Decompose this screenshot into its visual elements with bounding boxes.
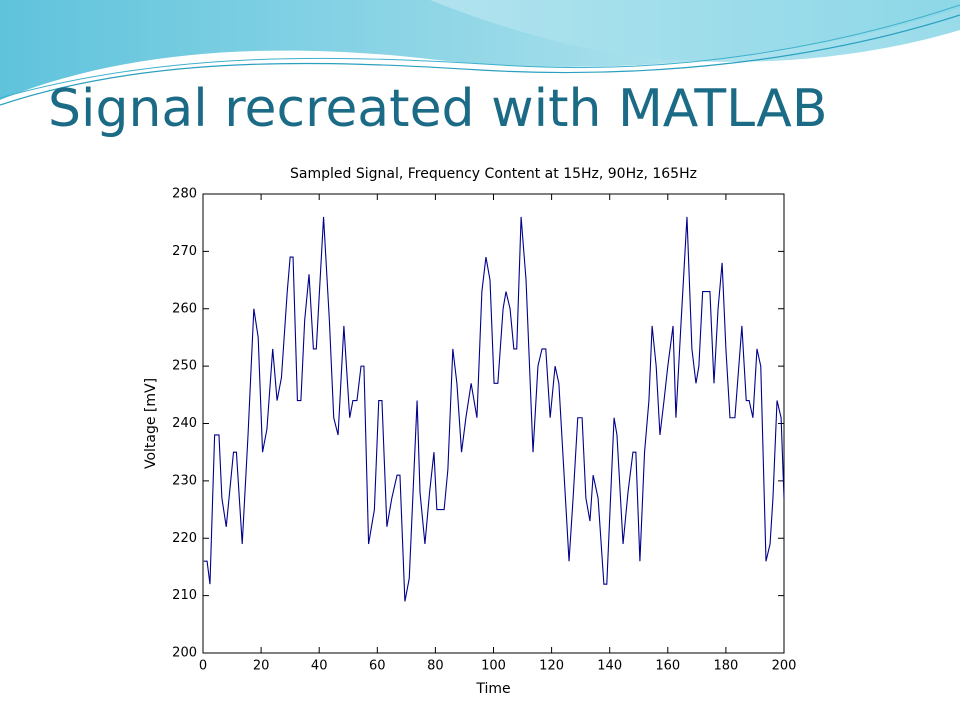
x-tick-label: 120 bbox=[539, 659, 564, 674]
x-tick-label: 180 bbox=[713, 659, 738, 674]
x-axis-label: Time bbox=[475, 681, 510, 697]
y-tick-label: 250 bbox=[172, 359, 197, 374]
header-line bbox=[0, 14, 960, 106]
y-tick-label: 230 bbox=[172, 473, 197, 488]
x-tick-label: 20 bbox=[253, 659, 270, 674]
signal-line bbox=[203, 216, 785, 602]
y-tick-label: 260 bbox=[172, 301, 197, 316]
header-line bbox=[0, 4, 960, 99]
chart-title: Sampled Signal, Frequency Content at 15H… bbox=[290, 166, 697, 182]
slide-title: Signal recreated with MATLAB bbox=[48, 79, 828, 139]
x-tick-label: 100 bbox=[481, 659, 506, 674]
y-axis-label: Voltage [mV] bbox=[143, 378, 159, 469]
chart: Sampled Signal, Frequency Content at 15H… bbox=[143, 166, 796, 697]
header-wave bbox=[430, 0, 960, 62]
plot-area bbox=[202, 193, 785, 654]
x-tick-label: 40 bbox=[311, 659, 328, 674]
y-tick-label: 210 bbox=[172, 588, 197, 603]
x-tick-label: 160 bbox=[655, 659, 680, 674]
y-tick-label: 220 bbox=[172, 531, 197, 546]
y-tick-label: 280 bbox=[172, 187, 197, 202]
y-tick-label: 200 bbox=[172, 646, 197, 661]
x-tick-label: 140 bbox=[597, 659, 622, 674]
x-tick-label: 200 bbox=[772, 659, 797, 674]
x-tick-label: 80 bbox=[427, 659, 444, 674]
y-tick-label: 240 bbox=[172, 416, 197, 431]
y-tick-label: 270 bbox=[172, 244, 197, 259]
x-tick-label: 0 bbox=[199, 659, 207, 674]
x-tick-label: 60 bbox=[369, 659, 386, 674]
